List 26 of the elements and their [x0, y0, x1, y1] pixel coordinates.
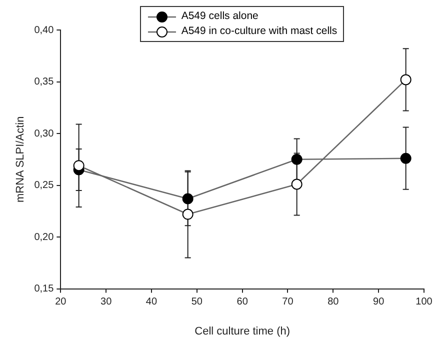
x-tick-label: 50 — [191, 296, 203, 308]
point — [291, 178, 302, 190]
x-tick-label: 40 — [146, 296, 158, 308]
y-tick-label: 0,20 — [34, 232, 54, 243]
x-tick-label: 20 — [55, 296, 67, 308]
point — [400, 74, 412, 86]
point — [73, 160, 84, 172]
y-tick-label: 0,40 — [34, 24, 54, 36]
point — [182, 193, 194, 204]
x-tick-label: 80 — [328, 296, 340, 308]
point — [400, 152, 412, 164]
y-tick-label: 0,25 — [34, 180, 54, 192]
x-tick-label: 70 — [282, 296, 294, 308]
y-tick-label: 0,35 — [34, 76, 54, 88]
y-tick-label: 0,15 — [34, 284, 54, 295]
legend-label: A549 in co-culture with mast cells — [181, 24, 338, 39]
x-tick-label: 60 — [236, 296, 248, 308]
x-tick-label: 100 — [416, 296, 433, 308]
point — [182, 208, 194, 220]
point — [291, 154, 302, 165]
legend-label: A549 cells alone — [181, 9, 258, 24]
y-tick-label: 0,30 — [34, 128, 54, 140]
x-tick-label: 90 — [373, 296, 385, 308]
x-tick-label: 30 — [100, 296, 112, 308]
x-axis-title: Cell culture time (h) — [194, 325, 290, 338]
y-axis-title: mRNA SLPI/Actin — [14, 116, 27, 202]
